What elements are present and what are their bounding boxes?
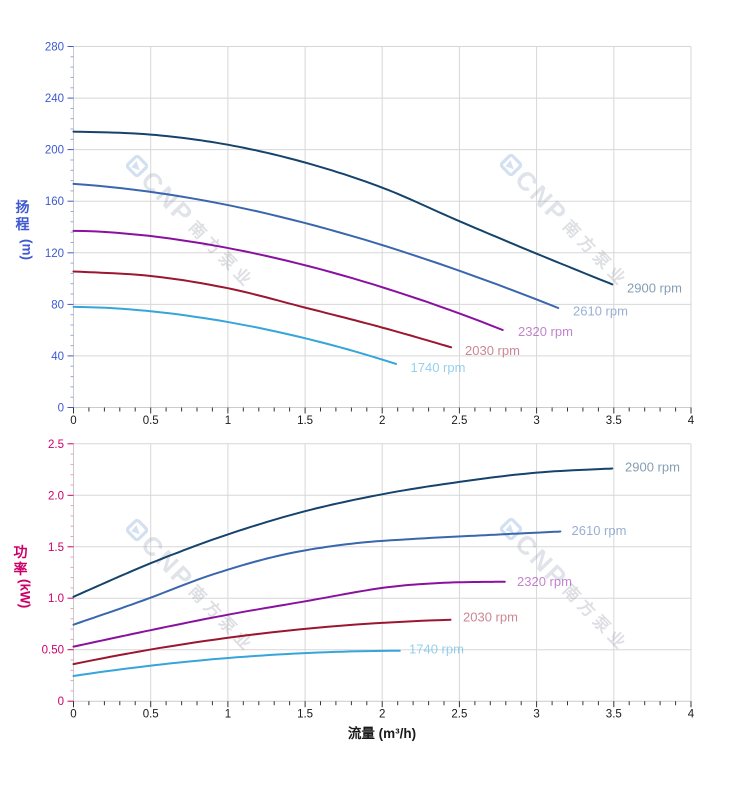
svg-text:120: 120 — [45, 248, 64, 260]
svg-text:200: 200 — [45, 145, 64, 157]
svg-text:1: 1 — [225, 415, 231, 427]
svg-text:2.0: 2.0 — [48, 490, 64, 502]
svg-text:2030 rpm: 2030 rpm — [465, 343, 520, 358]
svg-text:(kW): (kW) — [18, 579, 33, 608]
svg-text:0: 0 — [70, 415, 76, 427]
svg-text:4: 4 — [688, 709, 695, 721]
svg-text:1.5: 1.5 — [48, 542, 64, 554]
svg-text:0: 0 — [70, 709, 76, 721]
svg-text:2.5: 2.5 — [48, 439, 64, 451]
svg-text:280: 280 — [45, 42, 64, 54]
svg-text:1740 rpm: 1740 rpm — [409, 642, 464, 657]
svg-text:0: 0 — [58, 403, 64, 415]
svg-text:0.5: 0.5 — [143, 709, 159, 721]
svg-text:程: 程 — [16, 216, 30, 232]
svg-text:2320 rpm: 2320 rpm — [517, 574, 572, 589]
svg-text:2900 rpm: 2900 rpm — [625, 460, 680, 475]
svg-text:2610 rpm: 2610 rpm — [573, 304, 628, 319]
svg-text:扬: 扬 — [16, 199, 30, 215]
svg-text:2030 rpm: 2030 rpm — [463, 610, 518, 625]
svg-text:功: 功 — [14, 544, 28, 560]
svg-text:240: 240 — [45, 93, 64, 105]
svg-text:1.0: 1.0 — [48, 593, 64, 605]
svg-text:流量 (m³/h): 流量 (m³/h) — [348, 725, 416, 741]
svg-text:3.5: 3.5 — [606, 415, 622, 427]
svg-text:2: 2 — [379, 709, 385, 721]
svg-text:1.5: 1.5 — [297, 415, 313, 427]
svg-text:0.50: 0.50 — [42, 645, 64, 657]
svg-text:0: 0 — [58, 696, 64, 708]
svg-text:2.5: 2.5 — [451, 415, 467, 427]
svg-text:3: 3 — [533, 709, 539, 721]
svg-text:2900 rpm: 2900 rpm — [627, 281, 682, 296]
svg-text:1740 rpm: 1740 rpm — [411, 360, 466, 375]
svg-text:4: 4 — [688, 415, 695, 427]
svg-text:2610 rpm: 2610 rpm — [572, 523, 627, 538]
svg-text:40: 40 — [51, 351, 64, 363]
svg-text:率: 率 — [14, 561, 28, 577]
svg-text:2.5: 2.5 — [451, 709, 467, 721]
svg-text:0.5: 0.5 — [143, 415, 159, 427]
svg-text:1.5: 1.5 — [297, 709, 313, 721]
svg-text:80: 80 — [51, 299, 64, 311]
svg-text:1: 1 — [225, 709, 231, 721]
svg-text:160: 160 — [45, 196, 64, 208]
svg-text:2320 rpm: 2320 rpm — [518, 324, 573, 339]
svg-text:3: 3 — [533, 415, 539, 427]
svg-text:3.5: 3.5 — [606, 709, 622, 721]
svg-text:(m): (m) — [20, 239, 35, 260]
svg-text:2: 2 — [379, 415, 385, 427]
